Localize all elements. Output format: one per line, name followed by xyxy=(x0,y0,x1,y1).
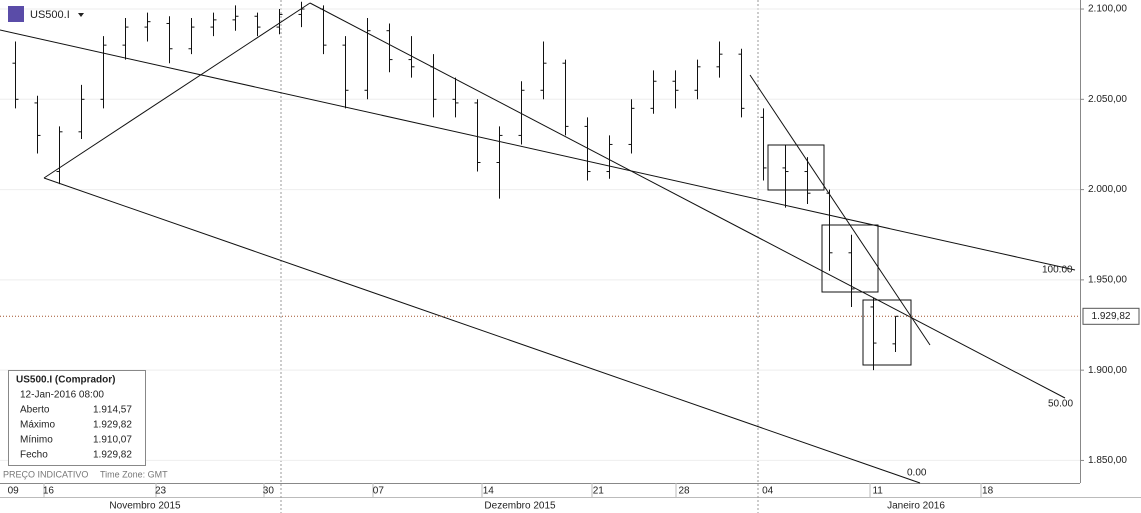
info-label: Máximo xyxy=(20,420,55,431)
info-label: Aberto xyxy=(20,405,50,416)
footer-note: PREÇO INDICATIVO xyxy=(3,469,88,479)
x-tick-label: 07 xyxy=(373,486,385,497)
ohlc-bar xyxy=(782,144,789,208)
ohlc-bar xyxy=(298,1,305,28)
footer-note: Time Zone: GMT xyxy=(100,469,168,479)
y-tick-label: 1.900,00 xyxy=(1088,365,1127,376)
ohlc-bar xyxy=(892,315,899,352)
info-value: 1.929,82 xyxy=(93,420,132,431)
fib-label: 100.00 xyxy=(1042,265,1073,276)
ohlc-bar xyxy=(144,12,151,42)
ohlc-bar xyxy=(232,5,239,31)
ohlc-bar xyxy=(804,157,811,205)
info-title: US500.I (Comprador) xyxy=(16,375,115,386)
month-label: Dezembro 2015 xyxy=(484,501,556,512)
info-value: 1.914,57 xyxy=(93,405,132,416)
dropdown-arrow[interactable] xyxy=(78,13,84,17)
info-value: 1.910,07 xyxy=(93,435,132,446)
box xyxy=(862,299,912,366)
ohlc-bar xyxy=(364,18,371,100)
ohlc-bar xyxy=(826,189,833,271)
ohlc-bar xyxy=(650,70,657,114)
price-label: 1.929,82 xyxy=(1092,311,1131,322)
box xyxy=(767,144,825,191)
ohlc-bar xyxy=(452,77,459,118)
y-tick-label: 2.000,00 xyxy=(1088,184,1127,195)
channel-line xyxy=(0,29,1076,271)
y-tick-label: 1.950,00 xyxy=(1088,275,1127,286)
ohlc-bar xyxy=(320,5,327,55)
box xyxy=(821,224,879,293)
ohlc-bar xyxy=(496,126,503,199)
x-tick-label: 21 xyxy=(593,486,605,497)
ohlc-bar xyxy=(760,108,767,181)
y-tick-label: 2.050,00 xyxy=(1088,94,1127,105)
ohlc-bar xyxy=(562,59,569,136)
fib-label: 0.00 xyxy=(907,468,927,479)
info-value: 1.929,82 xyxy=(93,450,132,461)
ohlc-bar xyxy=(584,117,591,181)
month-label: Novembro 2015 xyxy=(109,501,181,512)
drawings: 100.00 50.00 0.00 xyxy=(0,2,1076,484)
x-tick-label: 30 xyxy=(263,486,275,497)
ohlc-bar xyxy=(408,36,415,78)
x-tick-label: 11 xyxy=(872,486,883,497)
ohlc-bar xyxy=(540,41,547,100)
ohlc-bar xyxy=(386,23,393,73)
x-tick-label: 04 xyxy=(762,486,774,497)
ohlc-bar xyxy=(342,36,349,109)
x-tick-label: 18 xyxy=(982,486,994,497)
trend-line xyxy=(43,2,311,179)
ohlc-bar xyxy=(122,18,129,60)
x-tick-label: 28 xyxy=(679,486,691,497)
info-label: Mínimo xyxy=(20,435,53,446)
ohlc-bar xyxy=(12,41,19,109)
ohlc-bar xyxy=(34,95,41,154)
ohlc-bar xyxy=(474,99,481,172)
month-label: Janeiro 2016 xyxy=(887,501,945,512)
x-tick-label: 23 xyxy=(155,486,167,497)
price-marker xyxy=(1082,307,1140,325)
symbol-icon xyxy=(8,6,24,22)
ohlc-bar xyxy=(210,12,217,37)
channel-line xyxy=(43,177,921,484)
channel-line xyxy=(309,2,1066,399)
ohlc-bar xyxy=(100,36,107,109)
ohlc-bar xyxy=(738,48,745,118)
y-tick-label: 2.100,00 xyxy=(1088,4,1127,15)
x-tick-label: 09 xyxy=(8,486,20,497)
ohlc-bar xyxy=(848,234,855,307)
symbol[interactable]: US500.I xyxy=(30,9,70,21)
x-tick-label: 14 xyxy=(483,486,495,497)
ohlc-bar xyxy=(56,126,63,185)
ohlc-bar xyxy=(276,9,283,35)
info-date: 12-Jan-2016 08:00 xyxy=(20,390,104,401)
ohlc-bar xyxy=(672,70,679,109)
ohlc-bar xyxy=(694,59,701,100)
ohlc-bar xyxy=(716,41,723,78)
ohlc-bar xyxy=(606,135,613,179)
ohlc-bar xyxy=(188,18,195,55)
info-box xyxy=(8,370,146,466)
ohlc-bar xyxy=(430,54,437,118)
ohlc-bar xyxy=(870,297,877,371)
info-label: Fecho xyxy=(20,450,48,461)
ohlc-bar xyxy=(166,16,173,64)
y-tick-label: 1.850,00 xyxy=(1088,455,1127,466)
fib-label: 50.00 xyxy=(1048,399,1073,410)
ohlc-bar xyxy=(78,84,85,140)
ohlc-bar xyxy=(254,12,261,37)
x-tick-label: 16 xyxy=(43,486,55,497)
ohlc-bar xyxy=(518,81,525,145)
ohlc-bar xyxy=(628,99,635,154)
